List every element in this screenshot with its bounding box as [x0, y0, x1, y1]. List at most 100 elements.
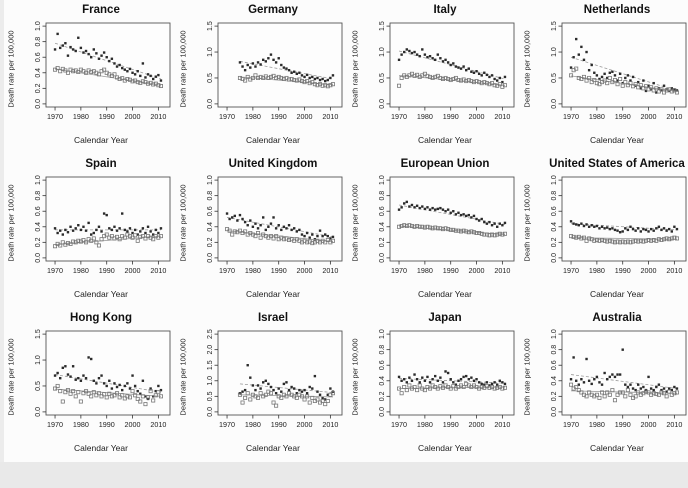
svg-text:0.2: 0.2: [551, 391, 558, 401]
y-axis-label: Death rate per 100,000: [350, 184, 360, 262]
svg-text:0.2: 0.2: [551, 237, 558, 247]
figure-grid: France Death rate per 100,000 0.0 0.2 0.4 0…: [0, 0, 688, 462]
svg-text:1.0: 1.0: [35, 175, 42, 185]
plot-area: 0.0 0.2 0.4 0.6 0.8 1.0 1970 1980 1990 2000 2010: [551, 175, 687, 275]
panel-netherlands: Netherlands Death rate per 100,000 0.0 0.…: [520, 0, 688, 154]
plot-area: 0.0 0.2 0.4 0.6 0.8 1.0 1970 1980 1990 2000 2010: [35, 175, 171, 275]
svg-text:2000: 2000: [297, 420, 313, 429]
svg-text:1980: 1980: [245, 420, 261, 429]
svg-text:2010: 2010: [494, 420, 510, 429]
y-axis-label: Death rate per 100,000: [350, 30, 360, 108]
y-axis-label: Death rate per 100,000: [178, 184, 188, 262]
svg-text:2.5: 2.5: [207, 329, 214, 339]
svg-text:0.8: 0.8: [379, 345, 386, 355]
y-axis-label: Death rate per 100,000: [6, 184, 16, 262]
panel-germany: Germany Death rate per 100,000 0.0 0.5 1.0…: [176, 0, 348, 154]
svg-text:0.0: 0.0: [551, 407, 558, 417]
svg-text:0.0: 0.0: [207, 99, 214, 109]
svg-text:1980: 1980: [245, 266, 261, 275]
svg-text:1970: 1970: [563, 266, 579, 275]
svg-text:0.0: 0.0: [551, 253, 558, 263]
svg-text:2000: 2000: [469, 266, 485, 275]
x-axis-label: Calendar Year: [74, 135, 128, 145]
svg-text:1.0: 1.0: [35, 21, 42, 31]
svg-text:2000: 2000: [125, 112, 141, 121]
svg-text:0.6: 0.6: [35, 52, 42, 62]
svg-text:1.0: 1.0: [35, 355, 42, 365]
svg-text:1.5: 1.5: [551, 21, 558, 31]
plot-area: 0.0 0.2 0.4 0.6 0.8 1.0 1970 1980 1990 2000 2010: [207, 175, 343, 275]
svg-text:0.0: 0.0: [207, 407, 214, 417]
svg-text:0.5: 0.5: [207, 73, 214, 83]
svg-text:2010: 2010: [666, 112, 682, 121]
svg-text:1.5: 1.5: [207, 360, 214, 370]
svg-text:2000: 2000: [125, 420, 141, 429]
svg-text:0.0: 0.0: [35, 99, 42, 109]
x-axis-label: Calendar Year: [74, 443, 128, 453]
svg-text:2010: 2010: [322, 112, 338, 121]
svg-text:1.5: 1.5: [207, 21, 214, 31]
svg-text:0.5: 0.5: [551, 73, 558, 83]
plot-area: 0.0 0.2 0.4 0.6 0.8 1.0 1970 1980 1990 2000 2010: [551, 329, 687, 429]
panel-italy: Italy Death rate per 100,000 0.0 0.5 1.0 1.…: [348, 0, 520, 154]
svg-text:2000: 2000: [469, 420, 485, 429]
svg-text:0.6: 0.6: [379, 206, 386, 216]
x-axis-label: Calendar Year: [246, 443, 300, 453]
svg-text:2010: 2010: [150, 420, 166, 429]
y-axis-label: Death rate per 100,000: [178, 338, 188, 416]
plot-area: 0.0 0.2 0.4 0.6 0.8 1.0 1970 1980 1990 2000 2010: [379, 175, 515, 275]
svg-text:0.4: 0.4: [35, 222, 42, 232]
svg-text:2010: 2010: [494, 112, 510, 121]
svg-text:0.2: 0.2: [207, 237, 214, 247]
x-axis-label: Calendar Year: [246, 135, 300, 145]
y-axis-label: Death rate per 100,000: [178, 30, 188, 108]
svg-text:1970: 1970: [47, 112, 63, 121]
svg-text:1990: 1990: [99, 266, 115, 275]
svg-text:0.4: 0.4: [551, 376, 558, 386]
plot-title: Italy: [433, 4, 457, 16]
svg-text:1980: 1980: [73, 112, 89, 121]
svg-text:1980: 1980: [589, 266, 605, 275]
x-axis-label: Calendar Year: [418, 443, 472, 453]
svg-text:0.0: 0.0: [379, 99, 386, 109]
bottom-margin-strip: [0, 462, 688, 488]
svg-text:0.6: 0.6: [551, 206, 558, 216]
plot-area: 0.0 0.5 1.0 1.5 1970 1980 1990 2000 2010: [207, 21, 343, 121]
svg-text:0.8: 0.8: [551, 191, 558, 201]
plot-title: European Union: [400, 158, 490, 170]
svg-text:0.4: 0.4: [551, 222, 558, 232]
y-axis-label: Death rate per 100,000: [6, 30, 16, 108]
svg-text:2000: 2000: [641, 420, 657, 429]
svg-text:2000: 2000: [641, 266, 657, 275]
svg-text:1970: 1970: [391, 266, 407, 275]
svg-text:2010: 2010: [322, 266, 338, 275]
x-axis-label: Calendar Year: [590, 135, 644, 145]
svg-text:0.2: 0.2: [379, 391, 386, 401]
plot-title: Hong Kong: [70, 312, 132, 324]
svg-text:1970: 1970: [219, 112, 235, 121]
svg-text:1990: 1990: [443, 266, 459, 275]
svg-text:1970: 1970: [563, 420, 579, 429]
panel-australia: Australia Death rate per 100,000 0.0 0.2 0…: [520, 308, 688, 462]
svg-text:1.0: 1.0: [379, 47, 386, 57]
svg-text:1980: 1980: [589, 420, 605, 429]
svg-text:0.4: 0.4: [207, 222, 214, 232]
svg-text:2010: 2010: [322, 420, 338, 429]
svg-text:2010: 2010: [494, 266, 510, 275]
x-axis-label: Calendar Year: [590, 289, 644, 299]
svg-text:1980: 1980: [417, 420, 433, 429]
svg-text:2000: 2000: [469, 112, 485, 121]
svg-text:1980: 1980: [73, 420, 89, 429]
svg-text:0.4: 0.4: [379, 376, 386, 386]
svg-text:0.8: 0.8: [207, 191, 214, 201]
plot-title: Japan: [428, 312, 462, 324]
plot-area: 0.0 0.5 1.0 1.5 2.0 2.5 1970 1980 1990 2000 2010: [207, 329, 343, 429]
svg-text:1980: 1980: [417, 266, 433, 275]
y-axis-label: Death rate per 100,000: [522, 338, 532, 416]
panel-hong-kong: Hong Kong Death rate per 100,000 0.0 0.5 1…: [4, 308, 176, 462]
svg-text:1.0: 1.0: [551, 47, 558, 57]
svg-text:1990: 1990: [99, 112, 115, 121]
plot-area: 0.0 0.5 1.0 1.5 1970 1980 1990 2000 2010: [379, 21, 515, 121]
svg-text:1970: 1970: [219, 420, 235, 429]
svg-text:1.5: 1.5: [35, 329, 42, 339]
